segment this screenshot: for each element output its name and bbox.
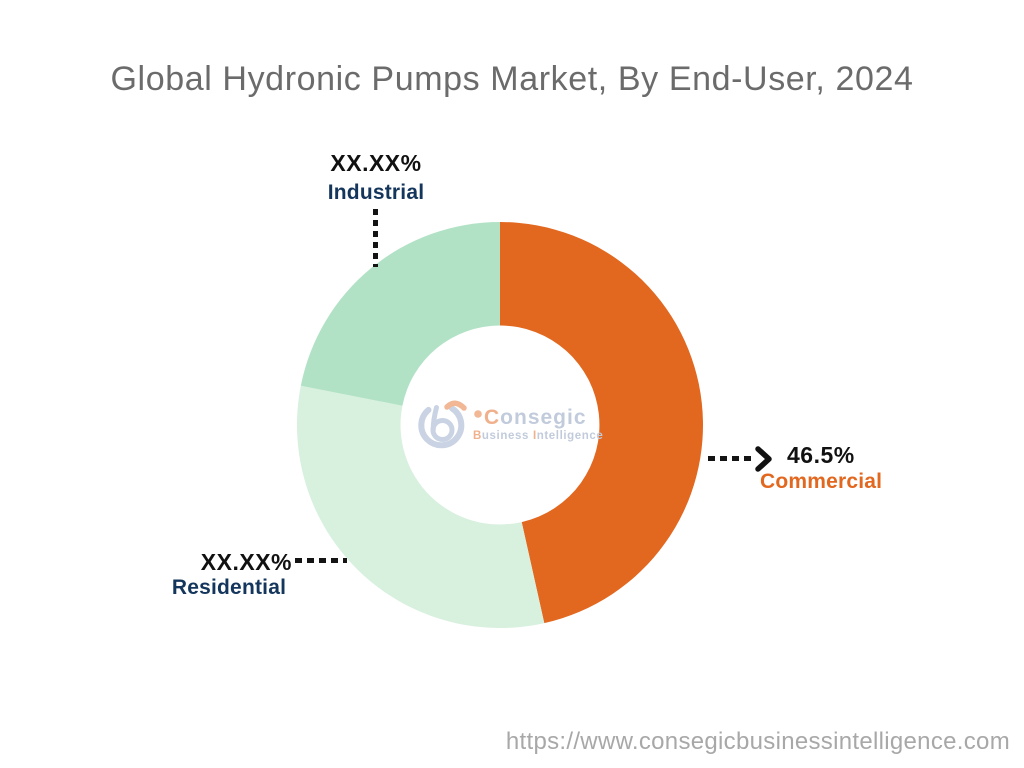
commercial-label: Commercial	[760, 470, 883, 493]
watermark-logo: Consegic Business Intelligence	[417, 396, 607, 452]
industrial-label: Industrial	[327, 181, 425, 204]
residential-value: XX.XX%	[200, 549, 292, 575]
donut-chart	[297, 222, 703, 628]
callout-industrial: XX.XX% Industrial	[300, 150, 452, 205]
watermark-subtitle-text: Business Intelligence	[473, 430, 604, 442]
watermark-brand-initial: C	[484, 406, 501, 429]
source-url: https://www.consegicbusinessintelligence…	[505, 728, 1010, 755]
watermark-brand-text: Consegic	[484, 406, 587, 429]
chart-title: Global Hydronic Pumps Market, By End-Use…	[110, 60, 914, 98]
leader-line-residential	[295, 558, 347, 563]
leader-line-industrial	[373, 209, 378, 267]
donut-segment-industrial	[300, 222, 500, 406]
commercial-value: 46.5%	[787, 442, 855, 468]
industrial-value: XX.XX%	[330, 150, 422, 176]
arrow-right-icon	[755, 446, 772, 472]
leader-line-commercial	[708, 456, 754, 461]
consegic-logo-icon	[418, 400, 482, 449]
donut-segment-commercial	[500, 222, 703, 624]
donut-segment-residential	[297, 385, 545, 628]
residential-label: Residential	[171, 576, 287, 599]
